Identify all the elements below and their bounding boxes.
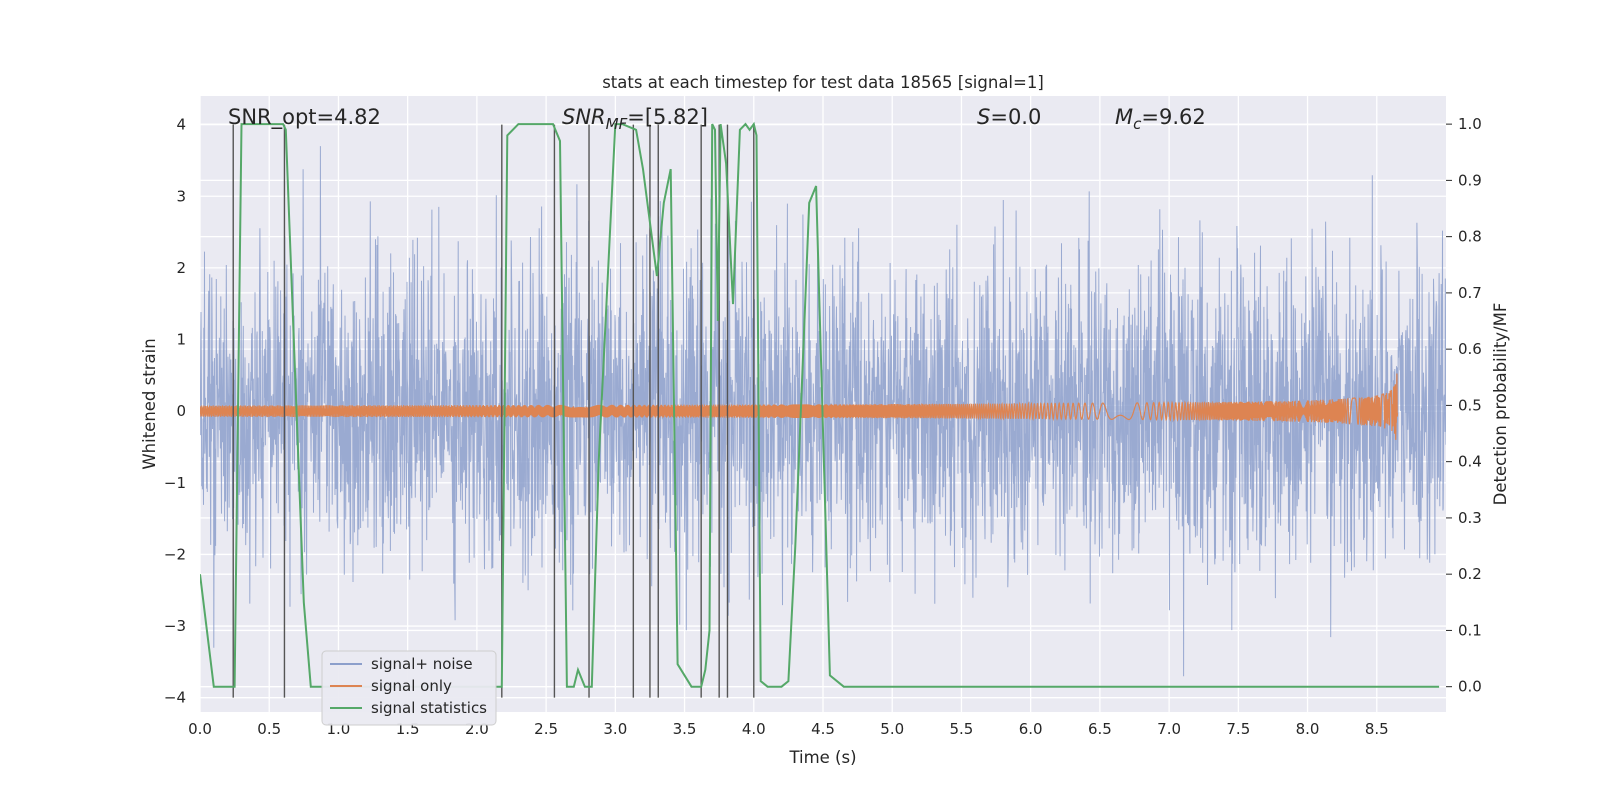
y2-tick-label: 0.4 xyxy=(1458,453,1482,471)
y2-axis-ticks: 0.0 0.1 0.2 0.3 0.4 0.5 0.6 0.7 0.8 0.9 1.0 xyxy=(1446,115,1482,696)
y-tick-label: 3 xyxy=(176,187,186,205)
x-tick-label: 8.5 xyxy=(1365,720,1389,738)
annotation-snr-mf: SNRMF=[5.82] xyxy=(562,105,708,133)
x-tick-label: 3.0 xyxy=(603,720,627,738)
y2-tick-label: 0.0 xyxy=(1458,678,1482,696)
chart-title: stats at each timestep for test data 185… xyxy=(602,73,1044,92)
y2-tick-label: 0.8 xyxy=(1458,228,1482,246)
signal-noise-series xyxy=(200,146,1446,677)
legend-box xyxy=(321,650,497,726)
annotation-snr-opt: SNR_opt=4.82 xyxy=(228,105,381,130)
x-axis-ticks: 0.0 0.5 1.0 1.5 2.0 2.5 3.0 3.5 4.0 4.5 5.0 5.5 6.0 6… xyxy=(188,720,1389,738)
x-axis-label: Time (s) xyxy=(788,748,856,767)
marker-lines xyxy=(232,124,755,698)
legend-label-noise: signal+ noise xyxy=(371,655,473,673)
y-axis-ticks: −4 −3 −2 −1 0 1 2 3 4 xyxy=(164,116,186,707)
y-tick-label: −2 xyxy=(164,545,186,563)
x-tick-label: 2.5 xyxy=(534,720,558,738)
x-tick-label: 5.5 xyxy=(950,720,974,738)
annotation-s: S=0.0 xyxy=(977,105,1041,129)
y-tick-label: 2 xyxy=(176,259,186,277)
x-tick-label: 0.5 xyxy=(257,720,281,738)
y2-tick-label: 0.6 xyxy=(1458,340,1482,358)
annotation-mc: Mc=9.62 xyxy=(1115,105,1206,133)
y2-tick-label: 1.0 xyxy=(1458,115,1482,133)
signal-statistics-series xyxy=(200,121,1440,688)
y-tick-label: 1 xyxy=(176,331,186,349)
x-tick-label: 7.5 xyxy=(1226,720,1250,738)
y-tick-label: −1 xyxy=(164,474,186,492)
y2-axis-label: Detection probability/MF xyxy=(1491,303,1510,506)
y2-tick-label: 0.9 xyxy=(1458,171,1482,189)
x-tick-label: 8.0 xyxy=(1296,720,1320,738)
y-axis-label: Whitened strain xyxy=(140,338,159,469)
y2-tick-label: 0.2 xyxy=(1458,565,1482,583)
x-tick-label: 0.0 xyxy=(188,720,212,738)
y2-tick-label: 0.3 xyxy=(1458,509,1482,527)
x-tick-label: 5.0 xyxy=(880,720,904,738)
x-tick-label: 6.0 xyxy=(1019,720,1043,738)
legend-label-stats: signal statistics xyxy=(371,699,487,717)
y-tick-label: −4 xyxy=(164,689,186,707)
y2-tick-label: 0.5 xyxy=(1458,396,1482,414)
x-tick-label: 4.0 xyxy=(742,720,766,738)
x-tick-label: 7.0 xyxy=(1157,720,1181,738)
y2-tick-label: 0.1 xyxy=(1458,621,1482,639)
legend: signal+ noise signal only signal statist… xyxy=(321,650,497,726)
y-tick-label: −3 xyxy=(164,617,186,635)
legend-label-signal: signal only xyxy=(371,677,452,695)
x-tick-label: 6.5 xyxy=(1088,720,1112,738)
y-tick-label: 0 xyxy=(176,402,186,420)
signal-only-series xyxy=(200,373,1399,440)
x-tick-label: 4.5 xyxy=(811,720,835,738)
y-tick-label: 4 xyxy=(176,116,186,134)
y2-tick-label: 0.7 xyxy=(1458,284,1482,302)
x-tick-label: 3.5 xyxy=(673,720,697,738)
